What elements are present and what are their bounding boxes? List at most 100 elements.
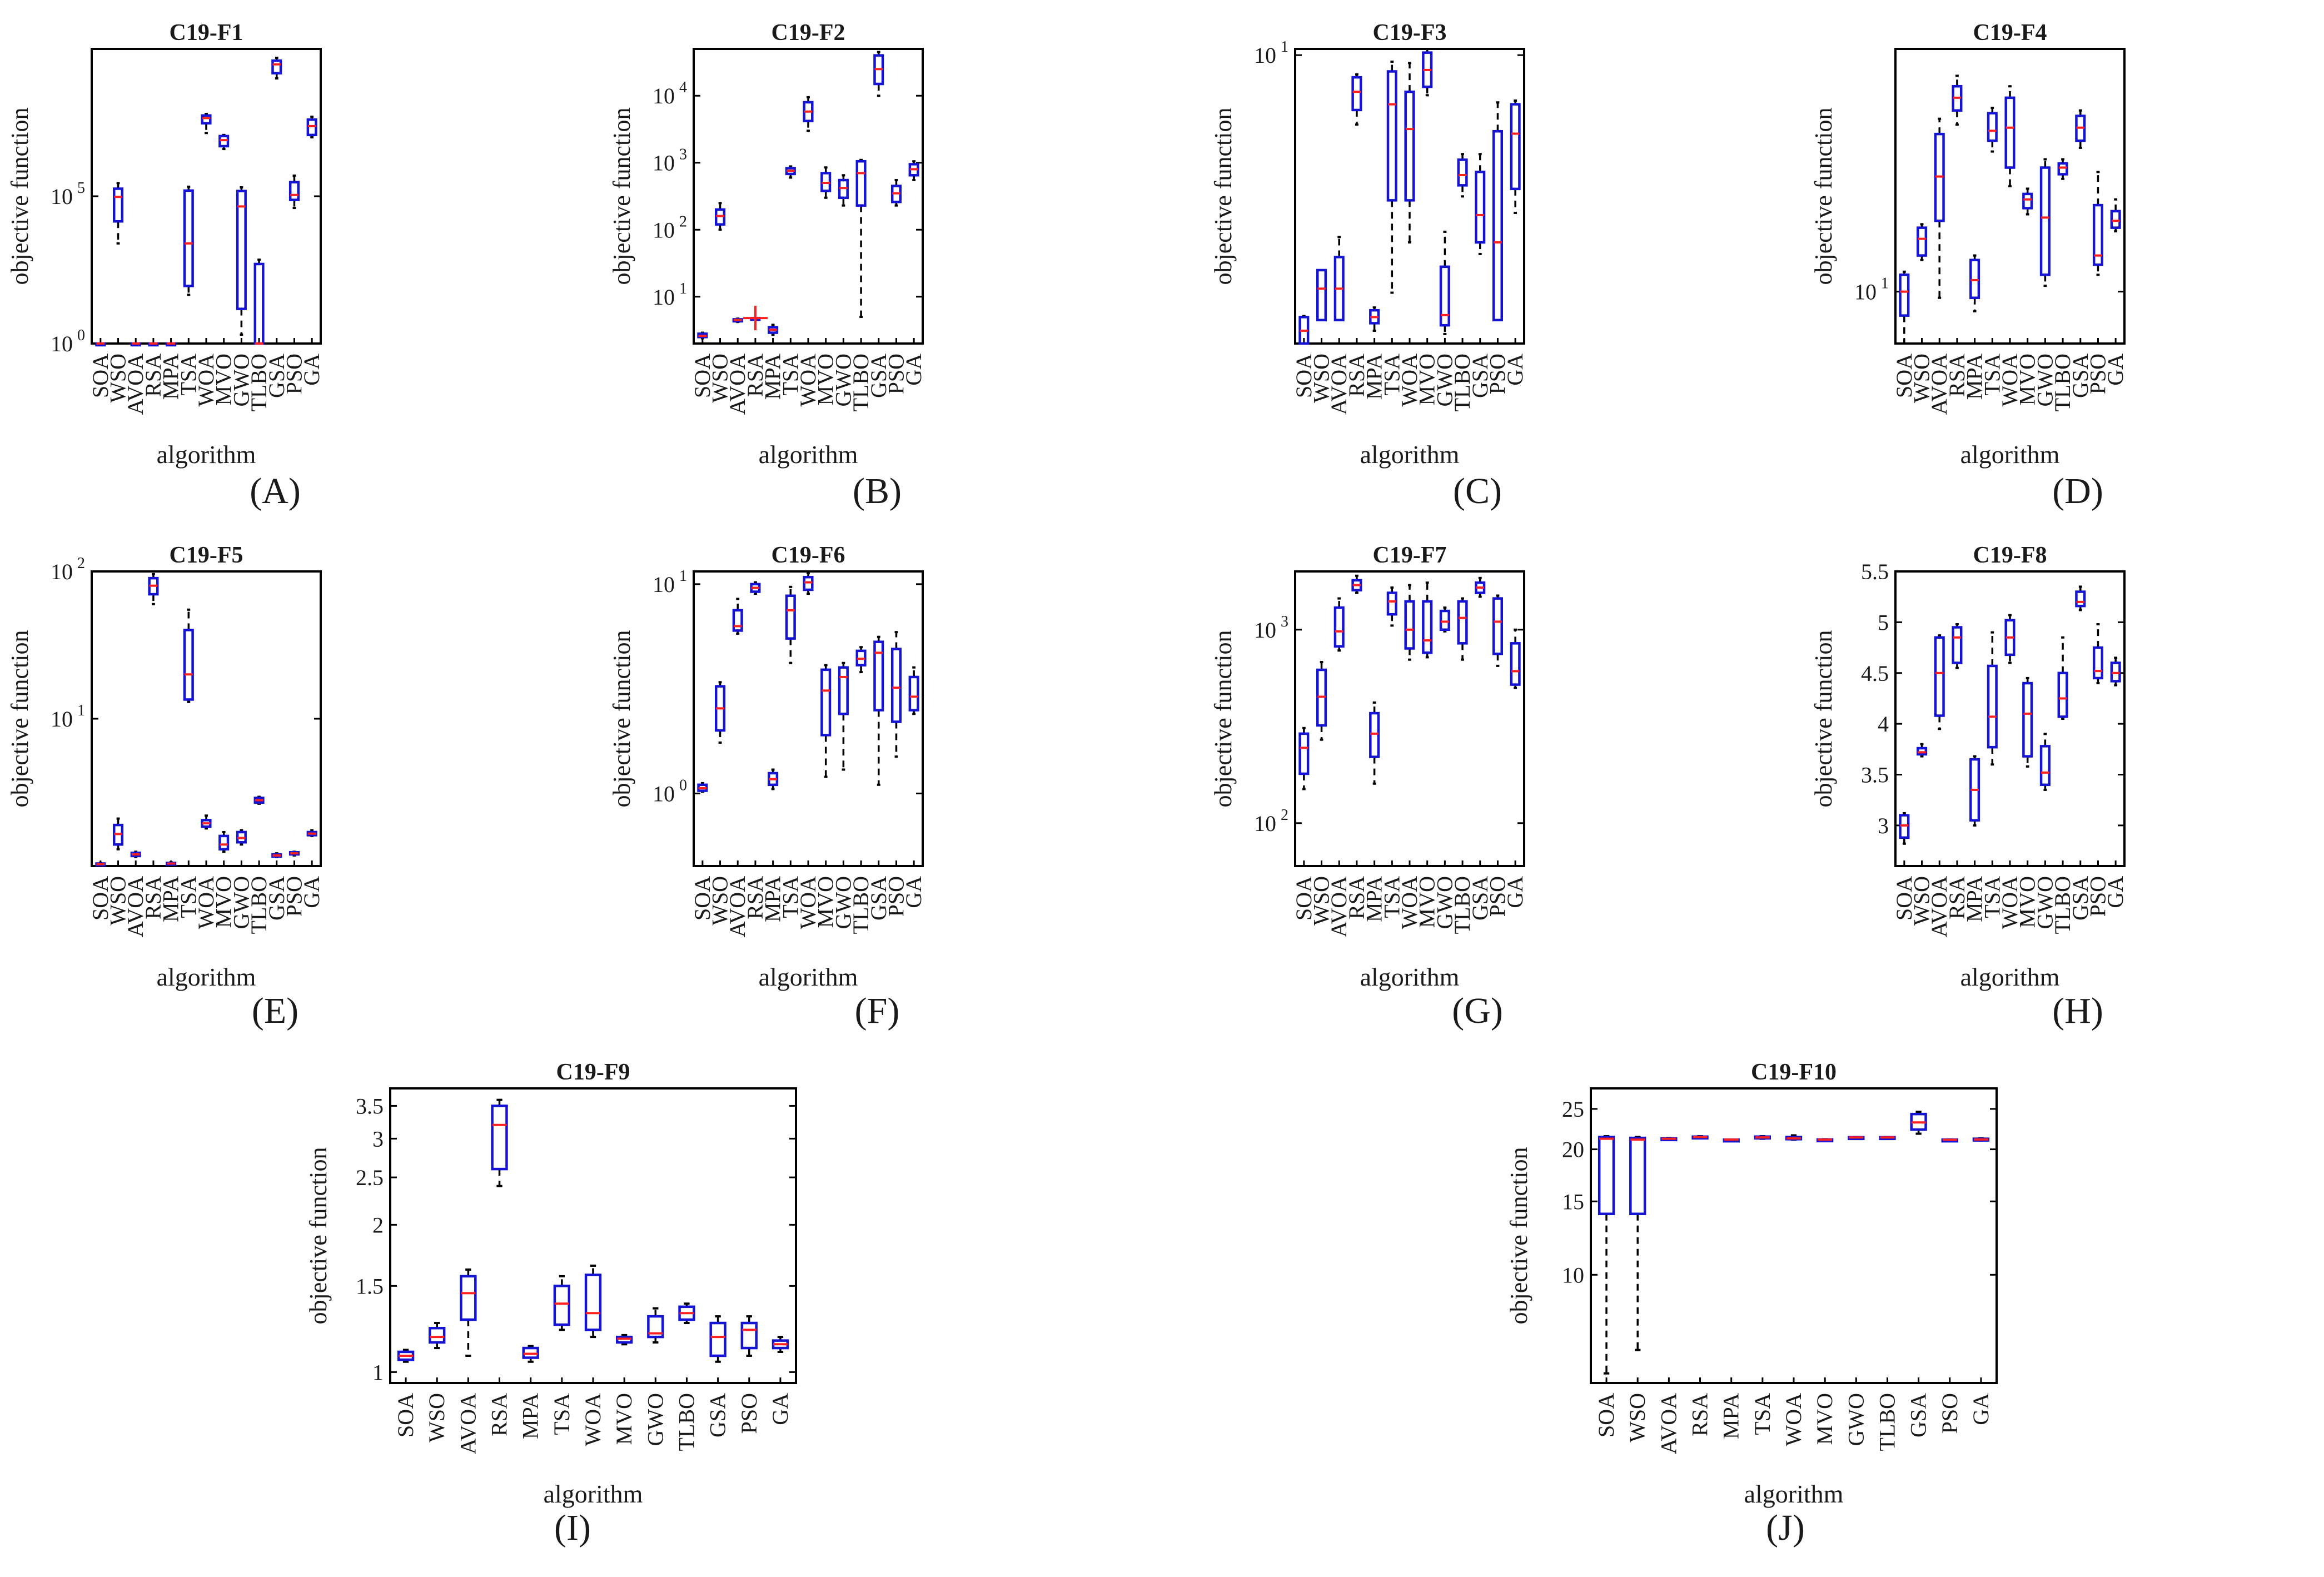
x-tick-label: WSO: [424, 1393, 449, 1442]
x-tick-label: MPA: [1719, 1393, 1744, 1439]
y-tick-exponent: 0: [679, 777, 687, 794]
box-gsa: [873, 635, 884, 786]
box-rsa: [750, 581, 761, 595]
box-gwo: [236, 829, 247, 846]
x-tick-label: TLBO: [674, 1393, 699, 1451]
y-tick-exponent: 3: [679, 146, 687, 163]
x-tick-label: GWO: [643, 1393, 668, 1446]
y-tick-label: 10: [653, 781, 675, 806]
x-tick-label: WOA: [1397, 876, 1422, 929]
iqr-box: [1439, 609, 1450, 631]
chart-panel-9: C19-F9 objective function algorithm(I) 1 1.5…: [305, 1059, 797, 1548]
x-tick-label: GWO: [228, 354, 253, 407]
iqr-box: [1457, 158, 1468, 187]
iqr-box: [2039, 745, 2051, 787]
y-tick-label: 10: [51, 559, 73, 584]
chart-title: C19-F3: [1373, 20, 1447, 46]
iqr-box: [1386, 591, 1397, 616]
x-tick-label: WOA: [1781, 1393, 1806, 1446]
box-wso: [112, 817, 124, 850]
y-tick-exponent: 2: [1281, 807, 1288, 824]
x-tick-label: PSO: [281, 354, 306, 394]
x-tick-label: GA: [901, 354, 926, 386]
box-tlbo: [855, 646, 867, 674]
y-tick-label: 10: [1854, 280, 1877, 305]
box-soa: [397, 1349, 415, 1363]
iqr-box: [785, 594, 796, 640]
y-tick-label: 10: [653, 572, 675, 597]
y-tick-exponent: 4: [679, 79, 687, 96]
x-tick-label: TSA: [549, 1393, 574, 1435]
box-gwo: [2039, 733, 2051, 791]
box-mvo: [820, 166, 832, 199]
x-tick-label: TLBO: [1450, 354, 1475, 411]
box-tsa: [785, 165, 796, 179]
box-ga: [908, 160, 919, 182]
panel-label: (G): [1452, 991, 1503, 1031]
y-tick-label: 5.5: [1861, 559, 1889, 584]
outlier-marker: [743, 306, 768, 331]
box-mvo: [218, 133, 230, 151]
x-tick-label: MVO: [813, 354, 838, 405]
box-pso: [2092, 171, 2104, 276]
y-tick-label: 5: [1878, 610, 1889, 635]
iqr-box: [306, 118, 317, 137]
box-tlbo: [253, 258, 265, 345]
box-ga: [2110, 198, 2121, 233]
x-tick-label: RSA: [1344, 876, 1369, 919]
iqr-box: [218, 834, 230, 851]
x-tick-label: TLBO: [2050, 876, 2075, 934]
chart-panel-8: C19-F8 objective function algorithm(H) 3 3.5…: [1810, 543, 2128, 1031]
y-tick-exponent: 1: [679, 568, 687, 585]
x-tick-label: MVO: [211, 876, 236, 928]
box-wso: [1916, 743, 1928, 758]
x-tick-label: WOA: [1997, 354, 2022, 407]
y-tick-label: 2.5: [356, 1165, 384, 1190]
box-pso: [1492, 101, 1504, 322]
box-woa: [2004, 614, 2016, 664]
x-axis-label: algorithm: [1360, 963, 1460, 991]
panel-label: (C): [1453, 471, 1502, 511]
box-mpa: [1369, 306, 1380, 332]
x-tick-label: MVO: [1415, 354, 1440, 405]
y-axis-label: objective function: [1210, 630, 1237, 808]
box-wso: [714, 202, 726, 231]
iqr-box: [838, 666, 849, 715]
x-tick-label: TLBO: [246, 354, 271, 411]
y-axis-label: objective function: [305, 1147, 332, 1325]
x-tick-label: AVOA: [1326, 354, 1351, 415]
x-tick-label: TSA: [778, 876, 803, 918]
iqr-box: [183, 189, 194, 287]
plot-frame: [693, 570, 924, 867]
box-gwo: [1439, 606, 1450, 633]
box-gwo: [236, 186, 247, 336]
x-tick-label: AVOA: [123, 876, 148, 938]
x-tick-label: WSO: [106, 876, 131, 926]
chart-title: C19-F6: [772, 543, 845, 568]
iqr-box: [1987, 112, 1998, 142]
box-ga: [1972, 1137, 1990, 1142]
x-tick-label: AVOA: [725, 876, 750, 938]
plot-frame: [91, 48, 322, 345]
x-axis-label: algorithm: [157, 963, 256, 991]
box-soa: [95, 862, 106, 867]
box-soa: [697, 331, 708, 340]
x-tick-label: RSA: [141, 354, 166, 397]
iqr-box: [1404, 600, 1415, 650]
box-tlbo: [2057, 636, 2068, 720]
x-tick-label: GA: [901, 876, 926, 908]
plot-frame: [1590, 1087, 1998, 1384]
iqr-box: [201, 114, 212, 125]
x-tick-label: PSO: [1485, 354, 1510, 394]
x-tick-label: TSA: [1379, 354, 1404, 396]
x-tick-label: GSA: [2068, 876, 2093, 921]
box-mpa: [1369, 701, 1380, 785]
y-tick-label: 3.5: [356, 1093, 384, 1118]
x-tick-label: WSO: [1309, 876, 1334, 926]
y-tick-label: 10: [653, 217, 675, 242]
y-axis-label: objective function: [1210, 108, 1237, 285]
y-axis-label: objective function: [608, 630, 635, 808]
plot-frame: [389, 1087, 797, 1384]
